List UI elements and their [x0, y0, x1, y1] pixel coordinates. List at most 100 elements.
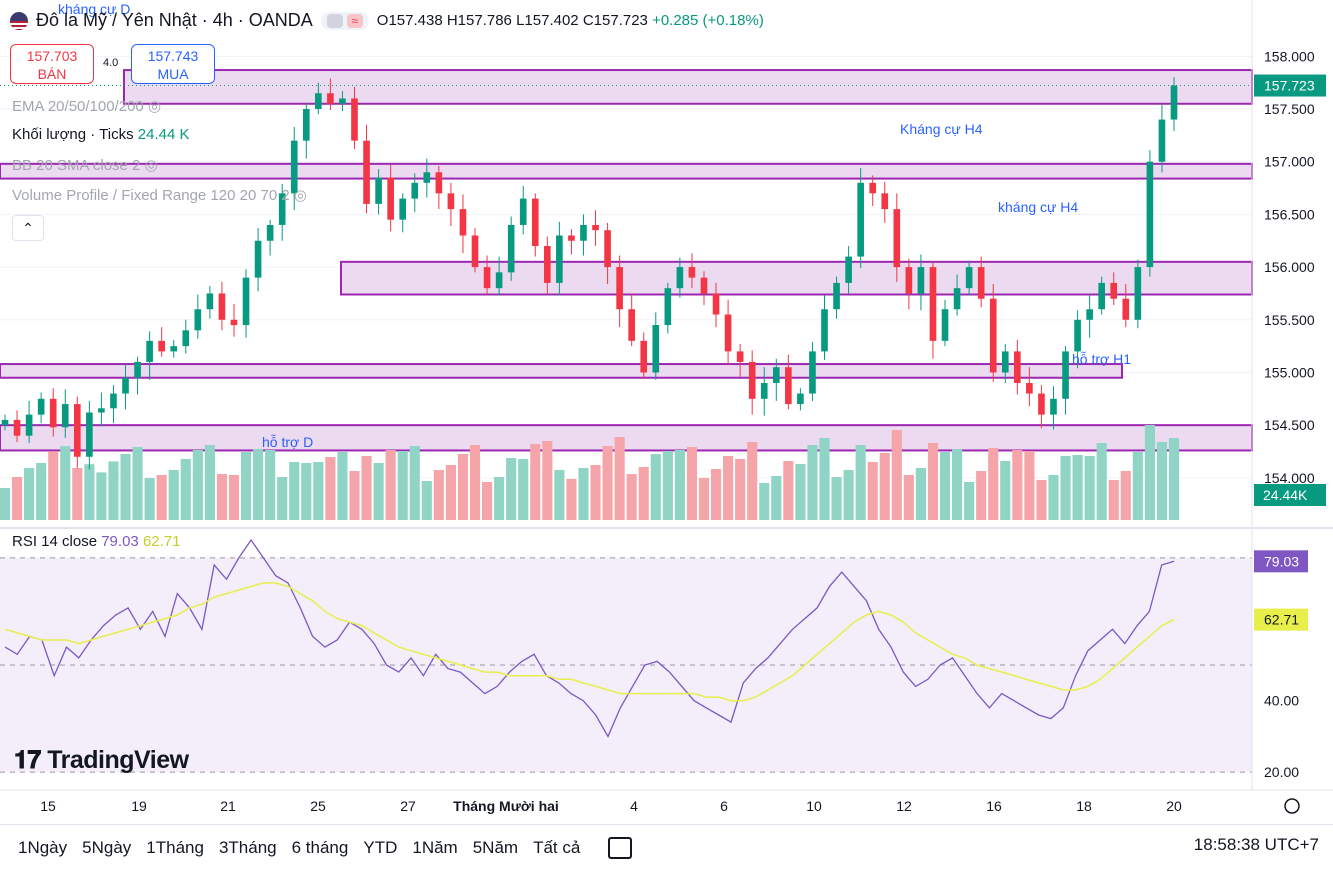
volume-bar	[1072, 455, 1083, 520]
volume-bar	[650, 454, 661, 520]
high-label: H157.786	[446, 12, 512, 29]
chevron-up-icon: ⌃	[22, 220, 34, 236]
range-button[interactable]: 1Ngày	[18, 837, 68, 857]
candle-body	[254, 240, 262, 278]
volume-bar	[988, 448, 999, 520]
range-button[interactable]: 3Tháng	[218, 837, 277, 857]
volume-bar	[301, 463, 312, 520]
candle-body	[194, 309, 202, 331]
rsi-line	[4, 538, 1175, 738]
candle-body	[435, 172, 443, 194]
volume-bar	[795, 464, 806, 520]
volume-bar	[120, 454, 131, 520]
volume-bar	[976, 471, 987, 520]
candle-body	[676, 267, 684, 289]
candle-body	[688, 267, 696, 278]
candle-body	[592, 224, 599, 231]
candle-body	[736, 351, 744, 362]
volume-bar	[964, 482, 975, 520]
range-button[interactable]: 5Năm	[472, 837, 519, 857]
volume-bar	[445, 465, 456, 520]
sell-button[interactable]: 157.703 BÁN	[10, 44, 94, 84]
rsi-ma-line	[4, 582, 1175, 702]
collapse-legend-button[interactable]: ⌃	[12, 215, 44, 241]
candle-body	[134, 361, 141, 378]
time-axis: 15 19 21 25 27 Tháng Mười hai 4 6 10 12 16 18 20	[0, 789, 1333, 814]
volume-legend[interactable]: Khối lượng · Ticks 24.44 K	[12, 126, 189, 143]
volume-bar	[289, 462, 300, 520]
time-tick-label: 20	[1166, 798, 1182, 814]
price-tick-label: 157.500	[1264, 101, 1315, 117]
candle-body	[182, 330, 190, 347]
candle-body	[25, 414, 33, 436]
range-button[interactable]: 1Năm	[412, 837, 458, 857]
candle-body	[86, 412, 93, 457]
volume-bar	[1012, 450, 1023, 520]
candle-body	[339, 98, 346, 104]
volume-bar	[915, 468, 926, 520]
candlesticks	[1, 77, 1178, 470]
zone-label: kháng cự D	[58, 1, 130, 17]
volume-bar	[48, 451, 59, 520]
rsi-legend-name: RSI 14 close	[12, 533, 98, 550]
volume-bar	[590, 465, 601, 520]
candle-body	[278, 193, 286, 225]
candle-body	[1146, 161, 1154, 268]
volume-bar	[168, 470, 179, 520]
range-button[interactable]: 1Tháng	[146, 837, 204, 857]
candle-body	[785, 367, 792, 405]
symbol-title[interactable]: Đô la Mỹ / Yên Nhật · 4h · OANDA	[36, 10, 313, 30]
minus-icon[interactable]	[326, 13, 343, 28]
eye-off-icon[interactable]: ◎	[293, 187, 307, 204]
candle-body	[13, 419, 21, 436]
volume-bar	[457, 454, 469, 520]
range-button[interactable]: 5Ngày	[82, 837, 132, 857]
candle-body	[1038, 393, 1045, 415]
volume-bar	[1156, 442, 1168, 520]
bb-legend[interactable]: BB 20 SMA close 2 ◎	[12, 156, 158, 174]
vp-legend[interactable]: Volume Profile / Fixed Range 120 20 70 2…	[12, 186, 307, 204]
eye-off-icon[interactable]: ◎	[144, 157, 158, 174]
candle-body	[399, 198, 407, 220]
volume-bar	[72, 468, 83, 520]
ema-legend[interactable]: EMA 20/50/100/200 ◎	[12, 97, 161, 115]
eye-off-icon[interactable]: ◎	[147, 98, 162, 115]
candle-body	[519, 198, 527, 225]
candle-body	[146, 340, 153, 362]
clock[interactable]: 18:58:38 UTC+7	[1193, 835, 1319, 854]
rsi-legend[interactable]: RSI 14 close 79.03 62.71	[12, 533, 180, 550]
range-button[interactable]: YTD	[363, 837, 398, 857]
volume-bar	[1024, 451, 1035, 520]
tradingview-logo[interactable]: 𝟏𝟕 TradingView	[14, 746, 189, 775]
buy-button[interactable]: 157.743 MUA	[131, 44, 215, 84]
volume-bar	[819, 438, 830, 520]
volume-bar	[132, 447, 143, 520]
time-tick-label: 21	[220, 798, 236, 814]
calendar-icon[interactable]	[608, 836, 633, 859]
volume-bar	[1132, 452, 1143, 520]
candle-body	[531, 198, 539, 247]
time-tick-label: 15	[40, 798, 56, 814]
volume-bar	[566, 479, 577, 520]
candle-body	[869, 182, 877, 194]
toggle-pill[interactable]: ≈	[320, 11, 369, 30]
candle-body	[556, 235, 563, 283]
volume-bar	[349, 471, 360, 520]
volume-bar	[602, 446, 613, 520]
volume-bar	[638, 467, 649, 520]
candle-body	[302, 109, 310, 141]
volume-bar	[11, 477, 23, 520]
settings-icon[interactable]	[1284, 798, 1300, 814]
volume-bar	[843, 470, 854, 520]
zone-label: hỗ trợ D	[262, 434, 313, 450]
wave-icon[interactable]: ≈	[346, 13, 363, 28]
volume-bar	[337, 452, 348, 520]
price-tick-label: 154.500	[1264, 417, 1315, 433]
range-button[interactable]: 6 tháng	[291, 837, 349, 857]
range-button[interactable]: Tất cả	[533, 837, 581, 857]
volume-bar	[313, 462, 324, 520]
chart-canvas[interactable]: kháng cự D Kháng cự H4 kháng cự H4 hỗ trợ H…	[0, 0, 1333, 824]
rsi-ma-legend-value: 62.71	[142, 533, 181, 550]
tv-mark-icon: 𝟏𝟕	[14, 746, 41, 774]
volume-bar	[1060, 456, 1071, 520]
